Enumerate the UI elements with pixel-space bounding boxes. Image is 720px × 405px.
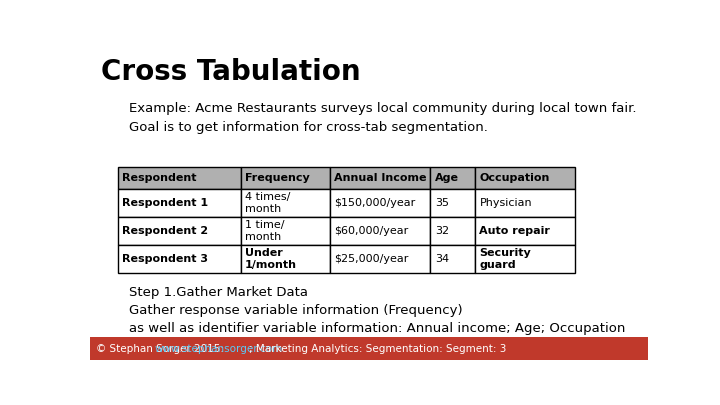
Bar (118, 245, 240, 273)
Text: Example: Acme Restaurants surveys local community during local town fair.
Goal i: Example: Acme Restaurants surveys local … (129, 102, 636, 134)
Text: Under
1/month: Under 1/month (245, 248, 297, 270)
Bar (118, 217, 240, 245)
Text: Respondent: Respondent (122, 173, 197, 183)
Text: Age: Age (435, 173, 459, 183)
Text: Physician: Physician (480, 198, 532, 208)
Bar (240, 189, 330, 217)
Bar (240, 245, 330, 273)
Text: $150,000/year: $150,000/year (334, 198, 415, 208)
Text: 4 times/
month: 4 times/ month (245, 192, 290, 214)
Text: © Stephan Sorger 2015:: © Stephan Sorger 2015: (96, 344, 227, 354)
Bar (431, 167, 475, 189)
Text: ; Marketing Analytics: Segmentation: Segment: 3: ; Marketing Analytics: Segmentation: Seg… (249, 344, 506, 354)
Text: www.stephansorger.com: www.stephansorger.com (154, 344, 282, 354)
Bar (240, 167, 330, 189)
Text: 32: 32 (435, 226, 449, 236)
Text: Cross Tabulation: Cross Tabulation (101, 58, 361, 86)
Bar (431, 245, 475, 273)
Bar (475, 167, 575, 189)
Text: Respondent 3: Respondent 3 (122, 254, 208, 264)
Bar (475, 245, 575, 273)
Bar (330, 167, 431, 189)
Text: Auto repair: Auto repair (480, 226, 550, 236)
Text: Step 1.Gather Market Data
Gather response variable information (Frequency)
as we: Step 1.Gather Market Data Gather respons… (129, 286, 626, 335)
Text: Annual Income: Annual Income (334, 173, 427, 183)
Bar (475, 189, 575, 217)
Text: $60,000/year: $60,000/year (334, 226, 409, 236)
Bar (90, 337, 648, 360)
Text: Respondent 1: Respondent 1 (122, 198, 209, 208)
Text: Security
guard: Security guard (480, 248, 531, 270)
Text: Respondent 2: Respondent 2 (122, 226, 209, 236)
Bar (118, 189, 240, 217)
Bar (330, 245, 431, 273)
Text: Occupation: Occupation (480, 173, 550, 183)
Bar (118, 167, 240, 189)
Text: $25,000/year: $25,000/year (334, 254, 409, 264)
Bar (431, 217, 475, 245)
Bar (330, 189, 431, 217)
Text: Frequency: Frequency (245, 173, 310, 183)
Text: 1 time/
month: 1 time/ month (245, 220, 284, 242)
Bar (475, 217, 575, 245)
Bar (330, 217, 431, 245)
Text: 35: 35 (435, 198, 449, 208)
Bar (240, 217, 330, 245)
Text: 34: 34 (435, 254, 449, 264)
Bar (431, 189, 475, 217)
